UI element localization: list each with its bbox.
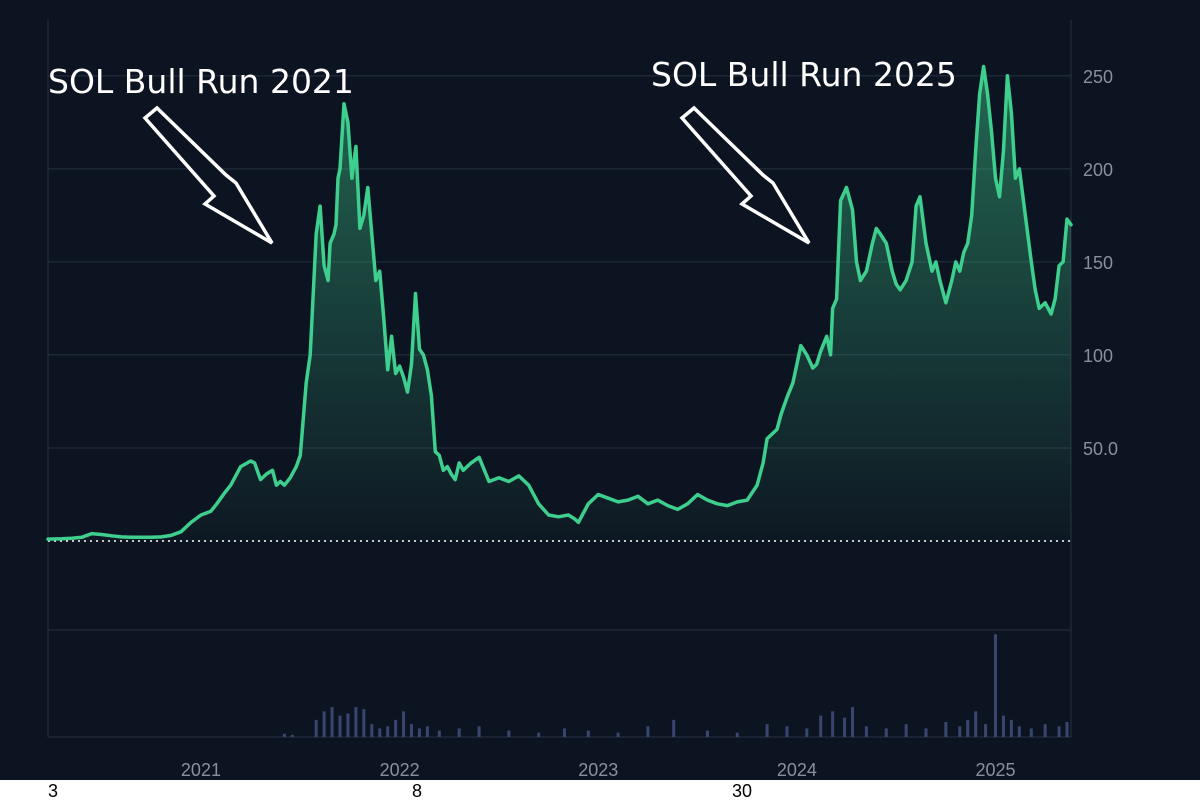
volume-bar-9 [370, 724, 374, 737]
volume-bar-19 [477, 726, 481, 737]
volume-bar-24 [616, 732, 620, 737]
annotation-arrow-2025 [679, 105, 811, 245]
volume-bar-1 [290, 734, 294, 737]
volume-bar-7 [354, 707, 358, 737]
price-line [46, 64, 1073, 541]
x-tick-label-3: 2024 [777, 760, 817, 780]
volume-bar-27 [705, 730, 709, 737]
volume-bar-2 [314, 719, 318, 737]
volume-bar-51 [1057, 726, 1061, 737]
x-tick-label-2: 2023 [578, 760, 618, 780]
bottom-label-30: 30 [732, 781, 752, 800]
volume-bar-45 [994, 634, 998, 737]
volume-bar-18 [457, 728, 461, 737]
volume-bar-6 [346, 713, 350, 737]
volume-bar-35 [850, 707, 854, 737]
volume-bar-38 [904, 724, 908, 737]
volume-bar-50 [1043, 724, 1047, 737]
volume-bar-52 [1065, 722, 1069, 737]
volume-bar-30 [785, 726, 789, 737]
volume-bar-4 [330, 707, 334, 737]
annotations: SOL Bull Run 2021 SOL Bull Run 2025 [48, 55, 957, 245]
volume-bar-25 [646, 726, 650, 737]
volume-bar-12 [394, 719, 398, 737]
volume-bars [282, 634, 1069, 737]
bottom-label-8: 8 [412, 781, 422, 800]
y-tick-label-4: 250 [1083, 67, 1113, 87]
volume-bar-39 [924, 728, 928, 737]
volume-bar-22 [562, 728, 566, 737]
y-tick-label-1: 100 [1083, 346, 1113, 366]
y-tick-label-2: 150 [1083, 253, 1113, 273]
bottom-labels: 3 8 30 [48, 781, 752, 800]
volume-bar-31 [805, 728, 809, 737]
volume-bar-48 [1017, 726, 1021, 737]
volume-bar-32 [819, 715, 823, 737]
price-scale-panel [1071, 0, 1200, 780]
volume-bar-49 [1029, 728, 1033, 737]
volume-bar-40 [944, 722, 948, 737]
volume-bar-15 [417, 728, 421, 737]
volume-bar-11 [386, 726, 390, 737]
volume-bar-44 [984, 724, 988, 737]
volume-bar-29 [765, 724, 769, 737]
volume-bar-8 [362, 709, 366, 737]
volume-bar-5 [338, 715, 342, 737]
volume-bar-41 [958, 726, 962, 737]
volume-bar-46 [1001, 715, 1005, 737]
volume-bar-33 [831, 711, 835, 737]
bottom-label-3: 3 [48, 781, 58, 800]
volume-bar-21 [537, 732, 541, 737]
volume-bar-20 [507, 730, 511, 737]
volume-bar-17 [437, 730, 441, 737]
volume-bar-42 [966, 719, 970, 737]
volume-bar-26 [672, 719, 676, 737]
volume-bar-37 [884, 728, 888, 737]
annotation-text-2025: SOL Bull Run 2025 [651, 55, 957, 94]
y-tick-label-3: 200 [1083, 160, 1113, 180]
annotation-text-2021: SOL Bull Run 2021 [48, 62, 354, 101]
x-axis-ticks: 2021 2022 2023 2024 2025 [181, 760, 1016, 780]
volume-bar-43 [974, 711, 978, 737]
volume-bar-36 [864, 726, 868, 737]
volume-bar-16 [425, 726, 429, 737]
x-tick-label-4: 2025 [975, 760, 1015, 780]
y-tick-label-0: 50.0 [1083, 439, 1118, 459]
volume-bar-14 [410, 724, 414, 737]
volume-bar-28 [735, 732, 739, 737]
x-tick-label-1: 2022 [380, 760, 420, 780]
volume-bar-3 [322, 711, 326, 737]
x-tick-label-0: 2021 [181, 760, 221, 780]
volume-bar-0 [282, 733, 286, 737]
volume-bar-23 [586, 730, 590, 737]
volume-bar-34 [843, 717, 847, 737]
volume-bar-10 [378, 728, 382, 737]
volume-bar-47 [1009, 719, 1013, 737]
volume-bar-13 [402, 711, 406, 737]
annotation-arrow-2021 [142, 105, 274, 245]
y-axis-ticks: 50.0 100 150 200 250 [1083, 67, 1118, 459]
